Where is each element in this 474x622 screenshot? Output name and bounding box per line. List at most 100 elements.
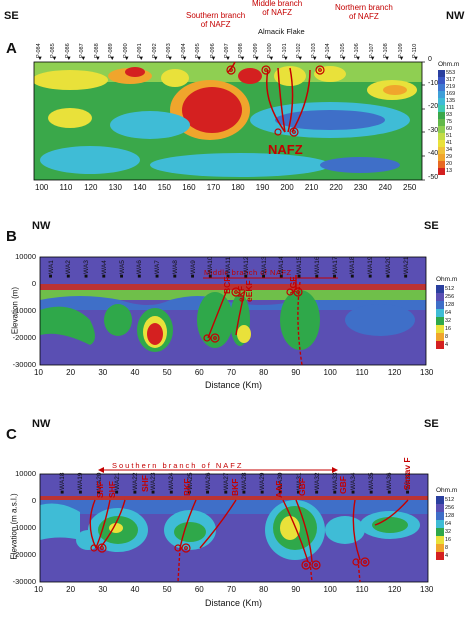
panel-c-x-ticks: 10 20 30 40 50 60 70 80 90 100 110 120 130 bbox=[34, 585, 433, 597]
x-tick-label: 230 bbox=[353, 183, 368, 192]
station-marker: ■ bbox=[172, 274, 177, 280]
station-marker: ■ bbox=[101, 274, 106, 280]
station-marker: ▼ bbox=[355, 56, 362, 62]
panel-a-label: A bbox=[6, 40, 17, 57]
station-marker: ■ bbox=[369, 490, 373, 496]
station-marker: ▼ bbox=[225, 56, 231, 62]
station-marker: ■ bbox=[351, 490, 355, 496]
station-label: WA26 bbox=[204, 472, 212, 490]
station-marker: ▼ bbox=[340, 56, 347, 62]
station-label: WA7 bbox=[154, 260, 162, 274]
x-tick-label: 100 bbox=[35, 183, 49, 192]
legend-value: 512 bbox=[445, 497, 455, 503]
x-tick-label: 240 bbox=[378, 183, 392, 192]
station-label: P-092 bbox=[151, 43, 158, 58]
station-marker: ▼ bbox=[51, 56, 58, 62]
x-tick-label: 210 bbox=[304, 183, 319, 192]
station-marker: ▼ bbox=[253, 56, 260, 62]
station-label: P-110 bbox=[412, 43, 418, 58]
fault-label: Simav F bbox=[402, 457, 412, 490]
panel-b-dir-left: NW bbox=[32, 220, 51, 232]
panel-c-stations: WA18 ■ WA19 ■ WA20 ■ WA21 ■ WA22 ■ WA23 ■ WA24 ■ WA25 ■… bbox=[40, 466, 428, 496]
legend-value: 256 bbox=[445, 505, 455, 511]
y-tick-label: -20000 bbox=[12, 550, 36, 559]
station-marker: ■ bbox=[296, 490, 301, 496]
station-label: P-090 bbox=[122, 43, 129, 58]
legend-value: 8 bbox=[445, 545, 449, 551]
panel-a-faults bbox=[227, 61, 311, 133]
station-marker: ■ bbox=[403, 274, 408, 280]
legend-value: 32 bbox=[445, 318, 452, 324]
station-marker: ▼ bbox=[326, 56, 333, 62]
y-tick-label: 0 bbox=[428, 56, 432, 63]
legend-value: 13 bbox=[446, 168, 453, 174]
panel-c-legend bbox=[436, 496, 444, 560]
fault-label: SHF bbox=[107, 481, 117, 498]
panel-b-x-label: Distance (Km) bbox=[205, 380, 263, 390]
station-label: P-094 bbox=[180, 43, 187, 58]
legend-value: 219 bbox=[446, 84, 456, 90]
x-tick-label: 110 bbox=[355, 368, 369, 377]
station-label: WA5 bbox=[118, 260, 126, 274]
station-label: P-105 bbox=[339, 43, 346, 58]
legend-value: 75 bbox=[446, 119, 453, 125]
station-label: WA2 bbox=[65, 260, 73, 274]
station-label: P-108 bbox=[383, 43, 390, 58]
station-label: P-100 bbox=[267, 43, 274, 58]
station-marker: ■ bbox=[119, 274, 124, 280]
panel-b-legend bbox=[436, 285, 444, 349]
x-tick-label: 70 bbox=[227, 368, 236, 377]
legend-value: 135 bbox=[446, 98, 456, 104]
station-marker: ▼ bbox=[297, 56, 304, 62]
station-label: WA35 bbox=[368, 472, 376, 490]
panel-c-x-label: Distance (Km) bbox=[205, 598, 263, 608]
x-tick-label: 130 bbox=[108, 183, 122, 192]
station-label: WA18 bbox=[349, 256, 357, 274]
legend-value: 4 bbox=[445, 553, 449, 559]
station-marker: ■ bbox=[332, 490, 337, 496]
station-label: P-107 bbox=[368, 43, 375, 58]
x-tick-label: 40 bbox=[130, 368, 140, 377]
station-label: P-084 bbox=[36, 43, 42, 58]
station-marker: ■ bbox=[66, 274, 70, 280]
legend-value: 553 bbox=[446, 70, 456, 76]
fault-label: GBF bbox=[297, 478, 307, 496]
station-label: P-091 bbox=[137, 43, 144, 58]
fault-label: YGF bbox=[288, 276, 298, 294]
station-marker: ■ bbox=[243, 274, 248, 280]
station-marker: ■ bbox=[387, 490, 392, 496]
panel-a-y-ticks: 0 -10 -20 -30 -40 -50 bbox=[426, 56, 448, 186]
panel-b-frame bbox=[39, 256, 427, 366]
legend-value: 41 bbox=[446, 140, 453, 146]
y-tick-label: 10000 bbox=[15, 252, 36, 261]
x-tick-label: 70 bbox=[227, 585, 236, 594]
station-marker: ▼ bbox=[268, 56, 275, 62]
legend-value: 4 bbox=[445, 342, 449, 348]
station-marker: ▼ bbox=[181, 56, 188, 62]
panel-b-x-ticks: 10 20 30 40 50 60 70 80 90 100 110 120 130 bbox=[34, 368, 433, 380]
station-marker: ■ bbox=[368, 274, 372, 280]
station-label: WA8 bbox=[171, 260, 179, 274]
legend-value: 60 bbox=[446, 126, 453, 132]
station-marker: ▼ bbox=[94, 56, 101, 62]
x-tick-label: 250 bbox=[403, 183, 417, 192]
station-label: P-102 bbox=[296, 43, 303, 58]
panel-a-legend-title: Ohm.m bbox=[438, 61, 460, 68]
station-marker: ■ bbox=[190, 274, 195, 280]
station-marker: ■ bbox=[314, 274, 319, 280]
legend-value: 20 bbox=[446, 161, 453, 167]
panel-c-faults bbox=[89, 499, 409, 583]
station-label: P-103 bbox=[310, 43, 317, 58]
panel-a-right-axis bbox=[422, 61, 425, 181]
panel-c-frame bbox=[39, 473, 429, 583]
station-label: P-085 bbox=[50, 43, 57, 58]
station-label: WA29 bbox=[259, 472, 267, 490]
station-marker: ■ bbox=[278, 490, 282, 496]
y-tick-label: -30000 bbox=[12, 577, 36, 586]
station-marker: ▼ bbox=[413, 56, 419, 62]
y-tick-label: 0 bbox=[31, 496, 36, 505]
station-marker: ■ bbox=[155, 274, 159, 280]
station-marker: ■ bbox=[242, 490, 246, 496]
panel-c-y-label: Elevation (m a.s.l.) bbox=[9, 493, 19, 560]
